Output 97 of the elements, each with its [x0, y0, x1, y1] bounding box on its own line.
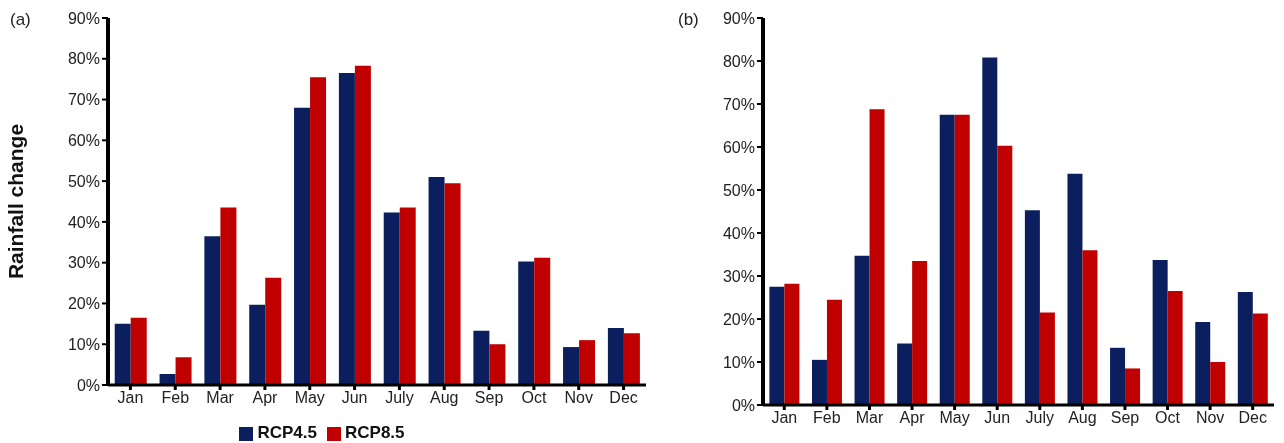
- y-tick-label: 0%: [731, 396, 755, 414]
- bar: [939, 114, 955, 405]
- x-tick-label: Oct: [521, 389, 547, 407]
- x-tick-label: Mar: [206, 389, 235, 407]
- bar: [784, 283, 800, 405]
- bar: [982, 57, 998, 405]
- y-tick-label: 20%: [67, 295, 100, 313]
- bar: [1082, 250, 1098, 405]
- bar: [220, 207, 237, 385]
- bar: [563, 347, 580, 385]
- bar: [1237, 291, 1253, 405]
- bar: [579, 340, 596, 385]
- y-tick-label: 70%: [722, 95, 755, 113]
- bar: [534, 257, 551, 385]
- x-tick-label: Sep: [1110, 409, 1140, 427]
- x-tick-label: Sep: [474, 389, 504, 407]
- x-tick-label: Feb: [161, 389, 190, 407]
- x-tick-label: Nov: [1195, 409, 1225, 427]
- y-tick-label: 50%: [722, 181, 755, 199]
- bar: [265, 277, 282, 385]
- bar: [489, 344, 506, 385]
- x-tick-label: Apr: [252, 389, 279, 407]
- y-tick-label: 10%: [722, 353, 755, 371]
- chart-title: (b): [678, 10, 699, 30]
- bar: [518, 261, 535, 385]
- bar: [1252, 313, 1268, 405]
- x-tick-label: July: [385, 389, 414, 407]
- bar: [130, 317, 147, 385]
- legend-label: RCP8.5: [345, 423, 405, 442]
- bar: [383, 212, 400, 385]
- bar: [1167, 291, 1183, 405]
- x-tick-label: Jan: [117, 389, 144, 407]
- x-tick-label: Feb: [813, 409, 841, 427]
- y-tick-label: 40%: [722, 224, 755, 242]
- bar: [294, 107, 311, 385]
- bar: [310, 77, 327, 385]
- bar: [769, 286, 785, 405]
- bar: [826, 299, 842, 405]
- bar: [869, 109, 885, 405]
- bar: [954, 114, 970, 405]
- chart-title: (a): [10, 10, 31, 30]
- x-tick-label: Jun: [341, 389, 368, 407]
- y-tick-label: 20%: [722, 310, 755, 328]
- bar: [1125, 368, 1141, 405]
- bar: [175, 357, 192, 385]
- x-tick-label: Jun: [984, 409, 1011, 427]
- x-tick-label: July: [1025, 409, 1055, 427]
- y-tick-label: 0%: [76, 376, 100, 394]
- bar: [854, 255, 870, 405]
- y-tick-label: 10%: [67, 335, 100, 353]
- bar: [811, 359, 827, 405]
- bar: [623, 333, 640, 385]
- x-tick-label: May: [294, 389, 325, 407]
- y-tick-label: 90%: [722, 9, 755, 27]
- bar: [114, 323, 131, 385]
- bar: [338, 73, 355, 385]
- bar: [1152, 260, 1168, 405]
- y-tick-label: 30%: [722, 267, 755, 285]
- bar: [997, 145, 1013, 405]
- x-tick-label: Dec: [609, 389, 638, 407]
- bar: [159, 373, 176, 385]
- bar: [473, 330, 490, 385]
- legend-label: RCP4.5: [257, 423, 317, 442]
- x-tick-label: Apr: [899, 409, 926, 427]
- x-tick-label: May: [939, 409, 970, 427]
- y-tick-label: 50%: [67, 172, 100, 190]
- bar: [1195, 322, 1211, 405]
- y-tick-label: 80%: [722, 52, 755, 70]
- bar: [607, 327, 624, 385]
- bar: [1067, 173, 1083, 405]
- bar: [1110, 347, 1126, 405]
- x-tick-label: Jan: [771, 409, 798, 427]
- y-axis-title: Rainfall change: [4, 123, 28, 280]
- y-tick-label: 60%: [722, 138, 755, 156]
- y-tick-label: 60%: [67, 132, 100, 150]
- y-tick-label: 90%: [67, 9, 100, 27]
- bar: [1210, 362, 1226, 405]
- x-tick-label: Nov: [564, 389, 593, 407]
- x-tick-label: Dec: [1238, 409, 1267, 427]
- bar: [204, 236, 221, 385]
- bar: [897, 343, 913, 405]
- x-tick-label: Aug: [430, 389, 459, 407]
- x-tick-label: Aug: [1068, 409, 1097, 427]
- y-tick-label: 30%: [67, 254, 100, 272]
- bar: [354, 65, 371, 385]
- bar: [428, 177, 445, 385]
- bar: [1024, 210, 1040, 405]
- x-tick-label: Oct: [1155, 409, 1181, 427]
- bar: [912, 260, 928, 405]
- bar: [1039, 312, 1055, 405]
- bar: [249, 304, 266, 385]
- x-tick-label: Mar: [855, 409, 884, 427]
- y-tick-label: 80%: [67, 50, 100, 68]
- y-tick-label: 70%: [67, 91, 100, 109]
- bar: [444, 183, 461, 385]
- y-tick-label: 40%: [67, 213, 100, 231]
- bar: [399, 207, 416, 385]
